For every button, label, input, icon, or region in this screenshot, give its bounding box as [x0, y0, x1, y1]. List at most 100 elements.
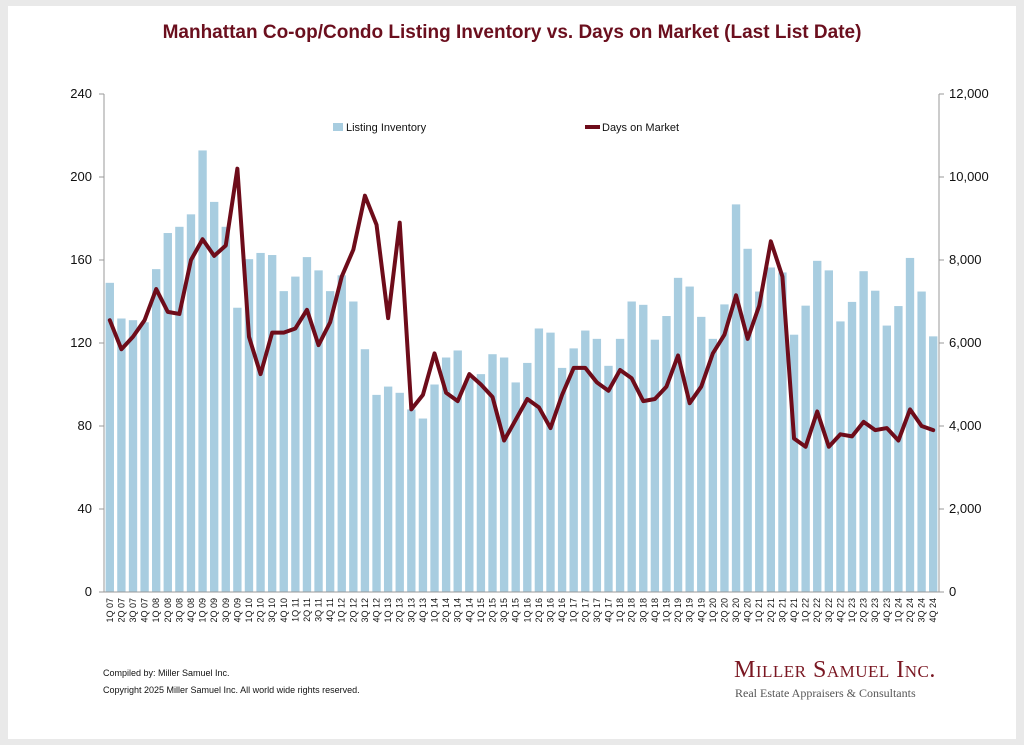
x-tick-label: 4Q 19	[696, 598, 706, 623]
x-tick-label: 1Q 16	[522, 598, 532, 623]
right-tick-label: 2,000	[949, 501, 982, 516]
inventory-bar	[372, 394, 381, 593]
inventory-bar	[731, 204, 741, 592]
x-tick-label: 2Q 17	[580, 598, 590, 623]
inventory-bar	[430, 384, 439, 592]
x-tick-label: 3Q 17	[592, 598, 602, 623]
inventory-bar	[360, 349, 370, 592]
inventory-bar	[511, 382, 520, 592]
inventory-bar	[697, 316, 706, 592]
x-tick-label: 4Q 17	[603, 598, 613, 623]
bar-series	[105, 150, 938, 593]
x-tick-label: 1Q 07	[105, 598, 115, 623]
inventory-bar	[569, 348, 578, 592]
x-tick-label: 2Q 11	[302, 598, 312, 622]
inventory-bar	[198, 150, 207, 592]
x-tick-label: 2Q 12	[348, 598, 358, 623]
inventory-bar	[627, 301, 636, 592]
x-tick-label: 1Q 19	[661, 598, 671, 623]
x-tick-label: 4Q 15	[511, 598, 521, 623]
right-tick-label: 6,000	[949, 335, 982, 350]
left-tick-label: 240	[70, 86, 92, 101]
inventory-bar	[291, 276, 300, 592]
inventory-bar	[917, 291, 926, 592]
x-tick-label: 3Q 14	[453, 598, 463, 623]
inventory-bar	[929, 336, 938, 592]
inventory-bar	[407, 409, 416, 592]
footer-compiled: Compiled by: Miller Samuel Inc.	[103, 668, 230, 678]
x-tick-label: 4Q 23	[882, 598, 892, 623]
right-tick-label: 0	[949, 584, 956, 599]
x-tick-label: 2Q 23	[859, 598, 869, 623]
x-tick-label: 3Q 09	[221, 598, 231, 623]
x-tick-label: 3Q 20	[731, 598, 741, 623]
inventory-bar	[592, 338, 602, 592]
inventory-bar	[743, 248, 752, 593]
x-tick-label: 4Q 16	[557, 598, 567, 623]
inventory-bar	[267, 255, 277, 592]
inventory-bar	[395, 392, 404, 592]
x-tick-label: 2Q 13	[395, 598, 405, 623]
x-tick-label: 3Q 19	[685, 598, 695, 623]
inventory-bar	[418, 418, 428, 592]
inventory-bar	[279, 291, 288, 593]
x-tick-label: 4Q 09	[232, 598, 242, 623]
inventory-bar	[546, 332, 555, 593]
inventory-bar	[836, 321, 845, 592]
legend: Listing Inventory Days on Market	[333, 122, 679, 134]
inventory-bar	[465, 378, 474, 592]
left-tick-label: 0	[85, 584, 92, 599]
x-tick-label: 1Q 10	[244, 598, 254, 623]
x-tick-label: 2Q 07	[116, 598, 126, 623]
x-tick-label: 2Q 15	[488, 598, 498, 623]
inventory-bar	[256, 252, 265, 592]
x-tick-label: 3Q 22	[824, 598, 834, 623]
inventory-bar	[117, 318, 126, 592]
inventory-bar	[302, 257, 312, 592]
x-tick-label: 2Q 14	[441, 598, 451, 623]
inventory-bar	[766, 267, 776, 592]
right-axis-ticks: 0 2,000 4,000 6,000 8,000 10,000 12,000	[939, 86, 989, 599]
x-tick-label: 1Q 11	[290, 598, 300, 622]
x-tick-label: 4Q 21	[789, 598, 799, 623]
chart-title: Manhattan Co-op/Condo Listing Inventory …	[162, 22, 862, 43]
x-tick-label: 3Q 24	[917, 598, 927, 623]
right-tick-label: 4,000	[949, 418, 982, 433]
x-tick-label: 4Q 11	[325, 598, 335, 622]
inventory-bar	[233, 307, 242, 592]
x-tick-label: 2Q 21	[766, 598, 776, 623]
x-tick-label: 3Q 13	[406, 598, 416, 623]
inventory-bar	[801, 305, 810, 592]
inventory-bar	[523, 362, 532, 592]
inventory-bar	[152, 269, 161, 592]
x-tick-label: 2Q 20	[719, 598, 729, 623]
x-tick-label: 3Q 12	[360, 598, 370, 623]
inventory-bar	[662, 316, 671, 592]
inventory-bar	[244, 259, 254, 592]
x-tick-label: 1Q 09	[198, 598, 208, 623]
inventory-bar	[488, 354, 497, 592]
x-tick-label: 3Q 15	[499, 598, 509, 623]
x-tick-label: 2Q 22	[812, 598, 822, 623]
inventory-bar	[720, 304, 729, 592]
inventory-bar	[789, 334, 799, 592]
left-axis-ticks: 0 40 80 120 160 200 240	[70, 86, 104, 599]
inventory-bar	[325, 291, 335, 593]
x-tick-label: 4Q 08	[186, 598, 196, 623]
legend-label-dom: Days on Market	[602, 122, 679, 134]
x-tick-label: 2Q 19	[673, 598, 683, 623]
inventory-bar	[349, 301, 358, 592]
inventory-bar	[221, 226, 230, 593]
left-tick-label: 80	[78, 418, 92, 433]
legend-swatch-inventory	[333, 123, 343, 131]
x-tick-label: 1Q 08	[151, 598, 161, 623]
x-tick-label: 2Q 18	[627, 598, 637, 623]
x-tick-label: 1Q 20	[708, 598, 718, 623]
x-tick-label: 3Q 18	[638, 598, 648, 623]
x-tick-label: 1Q 24	[893, 598, 903, 623]
inventory-bar	[859, 271, 868, 592]
x-tick-label: 1Q 18	[615, 598, 625, 623]
x-tick-label: 2Q 24	[905, 598, 915, 623]
x-tick-label: 1Q 13	[383, 598, 393, 623]
